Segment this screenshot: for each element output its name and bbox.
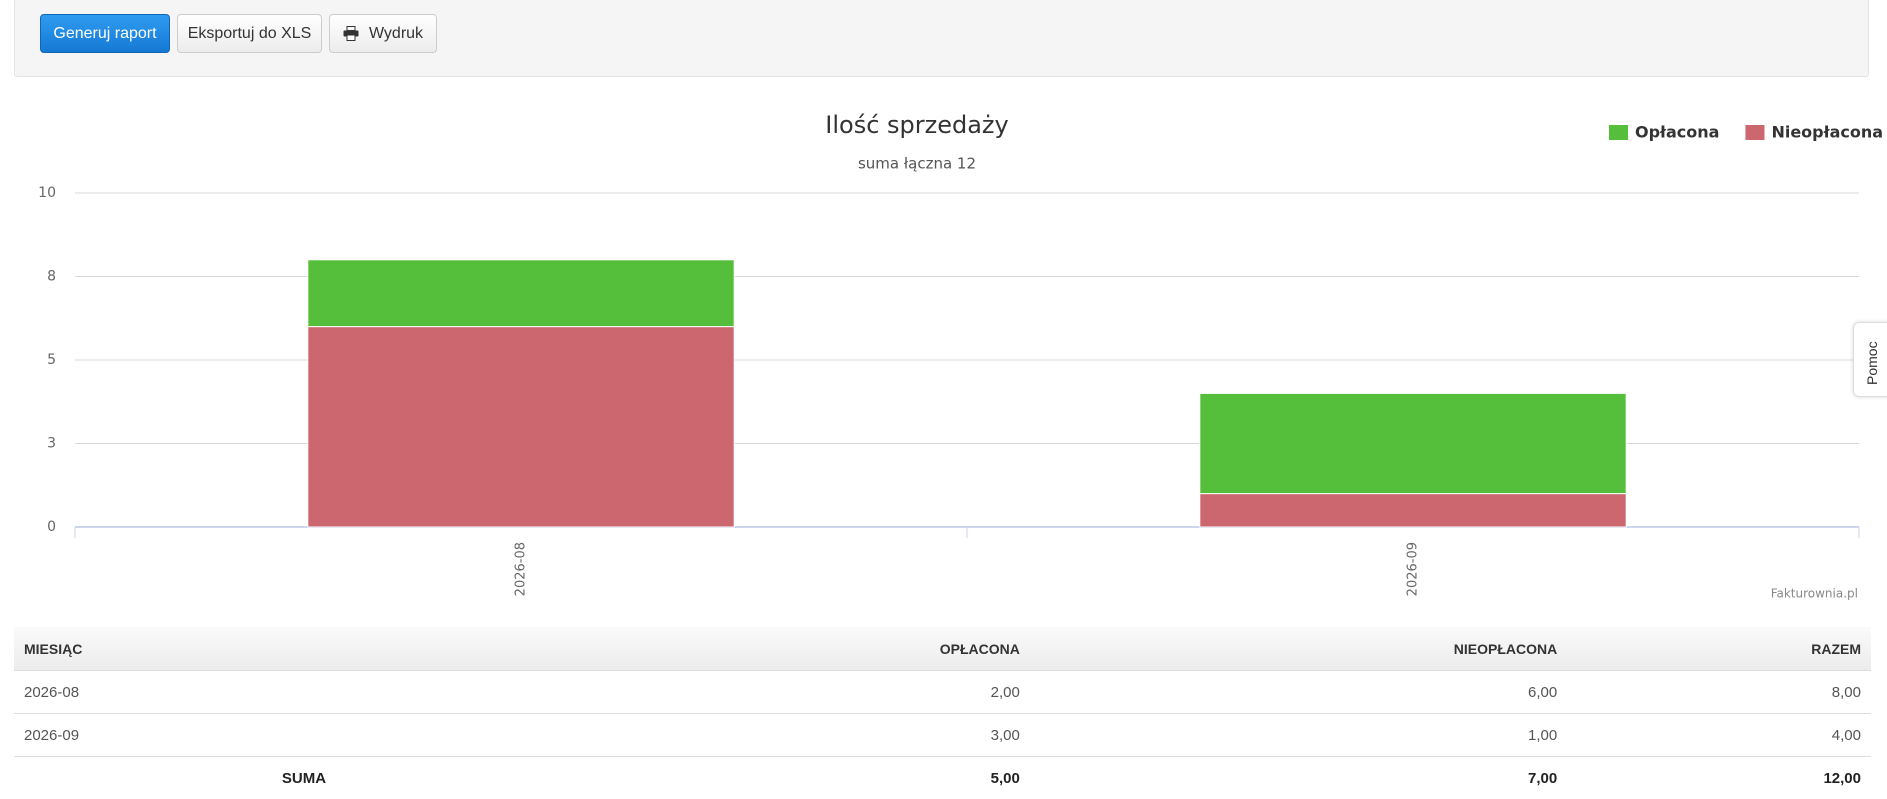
- cell: 2,00: [594, 671, 1030, 714]
- y-tick-label: 3: [47, 436, 56, 452]
- legend-label[interactable]: Opłacona: [1635, 123, 1719, 142]
- button-label: Eksportuj do XLS: [188, 25, 312, 43]
- button-label: Wydruk: [369, 25, 423, 43]
- cell: 4,00: [1567, 714, 1871, 757]
- y-tick-label: 0: [47, 519, 56, 535]
- credits: Fakturownia.pl: [1771, 587, 1858, 601]
- x-tick-label: 2026-08: [514, 542, 529, 596]
- chart: Ilość sprzedaży suma łączna 12 Fakturown…: [0, 0, 1887, 627]
- cell: 2026-09: [14, 714, 594, 757]
- help-label: Pomoc: [1864, 341, 1880, 385]
- cell: 7,00: [1030, 757, 1567, 799]
- header-cell: MIESIĄC: [14, 627, 594, 671]
- bar: [308, 327, 734, 527]
- legend-label[interactable]: Nieopłacona: [1771, 123, 1883, 142]
- cell: SUMA: [14, 757, 594, 799]
- legend-swatch: [1745, 125, 1764, 140]
- header-row: MIESIĄC OPŁACONA NIEOPŁACONA RAZEM: [14, 627, 1871, 671]
- y-tick-label: 8: [47, 269, 56, 285]
- cell: 6,00: [1030, 671, 1567, 714]
- bar: [1200, 494, 1626, 527]
- legend-swatch: [1609, 125, 1628, 140]
- help-tab[interactable]: Pomoc: [1853, 322, 1887, 397]
- export-button[interactable]: Eksportuj do XLS: [177, 14, 322, 53]
- header-cell: RAZEM: [1567, 627, 1871, 671]
- summary-table: MIESIĄC OPŁACONA NIEOPŁACONA RAZEM 2026-…: [14, 627, 1871, 799]
- y-tick-label: 5: [47, 352, 56, 368]
- cell: 8,00: [1567, 671, 1871, 714]
- chart-title: Ilość sprzedaży: [825, 111, 1008, 139]
- total-row: SUMA 5,00 7,00 12,00: [14, 757, 1871, 799]
- chart-subtitle: suma łączna 12: [858, 155, 976, 173]
- header-cell: NIEOPŁACONA: [1030, 627, 1567, 671]
- cell: 1,00: [1030, 714, 1567, 757]
- print-button[interactable]: Wydruk: [329, 14, 437, 53]
- button-label: Generuj raport: [53, 25, 156, 43]
- row: 2026-09 3,00 1,00 4,00: [14, 714, 1871, 757]
- cell: 12,00: [1567, 757, 1871, 799]
- header-cell: OPŁACONA: [594, 627, 1030, 671]
- y-tick-label: 10: [38, 185, 56, 201]
- bar: [308, 260, 734, 327]
- cell: 2026-08: [14, 671, 594, 714]
- bar: [1200, 393, 1626, 493]
- x-tick-label: 2026-09: [1406, 542, 1421, 596]
- cell: 5,00: [594, 757, 1030, 799]
- print-icon: [343, 26, 359, 41]
- row: 2026-08 2,00 6,00 8,00: [14, 671, 1871, 714]
- generate-button[interactable]: Generuj raport: [40, 14, 170, 53]
- cell: 3,00: [594, 714, 1030, 757]
